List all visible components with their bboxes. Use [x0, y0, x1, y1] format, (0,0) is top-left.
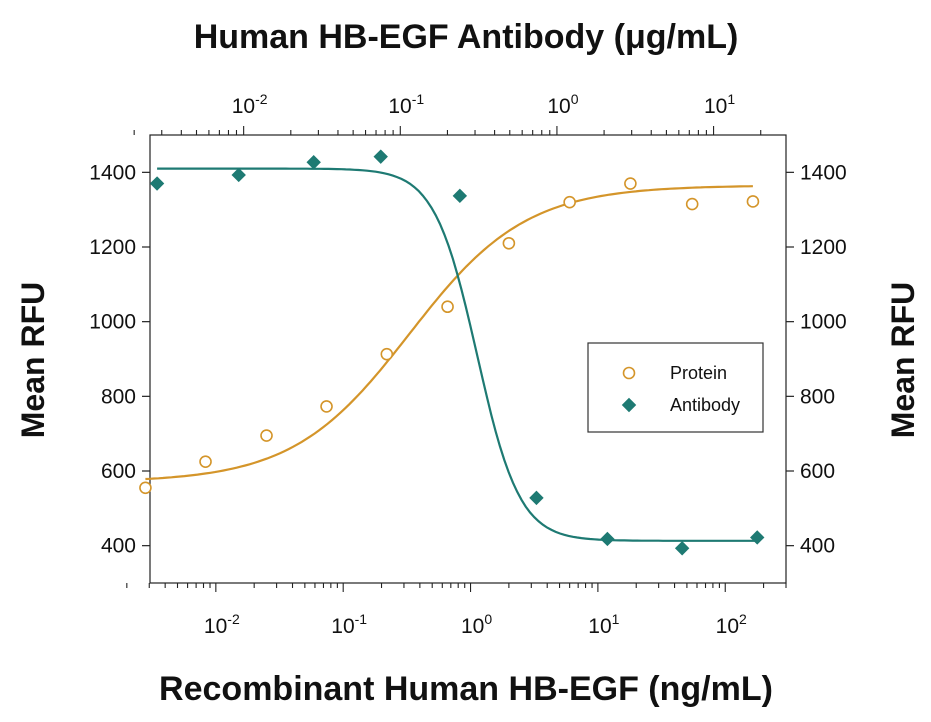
x-bottom-tick-label: 101 — [588, 611, 619, 638]
protein-fit-curve — [145, 185, 753, 481]
y-left-tick-label: 1400 — [89, 161, 136, 184]
protein-data-point — [624, 177, 637, 190]
antibody-data-point — [231, 167, 246, 183]
bottom-x-axis-title: Recombinant Human HB-EGF (ng/mL) — [159, 670, 773, 708]
y-right-axis-title: Mean RFU — [885, 282, 921, 438]
x-top-tick-label: 10-2 — [232, 91, 268, 118]
protein-data-point — [199, 455, 212, 468]
y-left-axis-title: Mean RFU — [15, 282, 51, 438]
protein-data-point — [563, 195, 576, 209]
protein-data-point — [139, 481, 152, 495]
y-right-tick-label: 400 — [800, 535, 835, 558]
protein-data-point — [746, 195, 760, 208]
antibody-data-point — [750, 530, 765, 545]
antibody-fit-curve — [157, 167, 758, 542]
protein-data-point — [685, 197, 699, 211]
legend-antibody-marker — [621, 397, 637, 413]
antibody-data-point — [373, 149, 388, 164]
y-right-tick-label: 800 — [800, 385, 835, 408]
x-bottom-tick-label: 10-1 — [331, 611, 367, 638]
y-left-tick-label: 1000 — [89, 311, 136, 334]
y-right-tick-label: 600 — [800, 460, 835, 483]
x-top-tick-label: 100 — [547, 91, 578, 118]
legend-antibody-label: Antibody — [670, 395, 740, 415]
protein-data-point — [441, 300, 454, 314]
y-left-tick-label: 800 — [101, 385, 136, 408]
protein-data-point — [380, 347, 394, 361]
protein-data-point — [502, 236, 516, 250]
antibody-data-point — [674, 541, 690, 556]
y-left-tick-label: 1200 — [89, 236, 136, 259]
protein-data-point — [320, 400, 333, 413]
y-right-tick-label: 1000 — [800, 311, 847, 334]
plot-frame — [149, 134, 787, 584]
antibody-data-point — [452, 188, 468, 204]
antibody-data-point — [149, 176, 165, 191]
y-left-tick-label: 600 — [101, 460, 136, 483]
x-bottom-tick-label: 100 — [461, 611, 492, 638]
x-top-tick-label: 10-1 — [388, 91, 424, 118]
protein-data-point — [260, 429, 273, 442]
antibody-data-point — [529, 490, 544, 506]
top-x-axis-title: Human HB-EGF Antibody (μg/mL) — [194, 18, 739, 56]
y-right-tick-label: 1200 — [800, 236, 847, 259]
legend-protein-marker — [622, 366, 636, 380]
x-bottom-tick-label: 10-2 — [204, 611, 240, 638]
y-right-tick-label: 1400 — [800, 161, 847, 184]
y-left-tick-label: 400 — [101, 535, 136, 558]
x-bottom-tick-label: 102 — [716, 611, 747, 638]
antibody-data-point — [600, 531, 615, 547]
legend-protein-label: Protein — [670, 363, 727, 383]
x-top-tick-label: 101 — [704, 91, 735, 118]
legend-box — [587, 342, 764, 433]
antibody-data-point — [306, 155, 321, 170]
